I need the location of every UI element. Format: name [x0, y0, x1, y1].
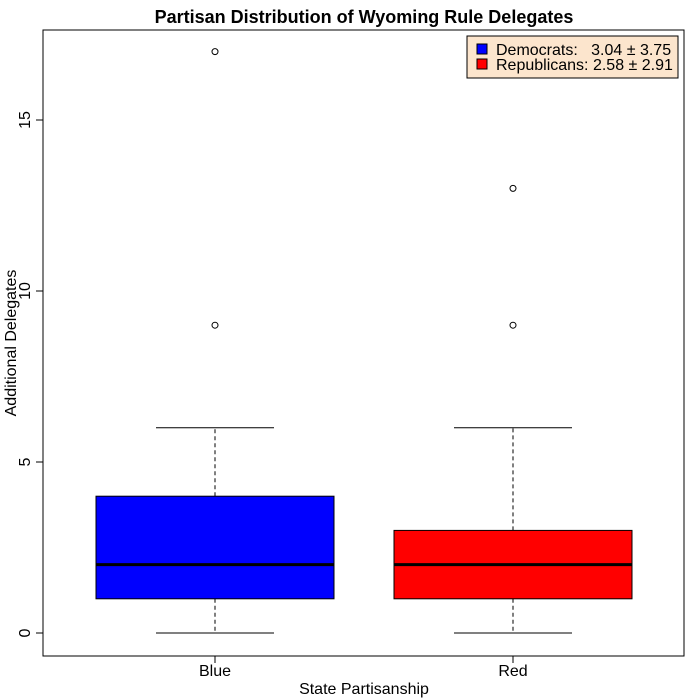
y-tick-label: 15 [17, 111, 34, 129]
chart-title: Partisan Distribution of Wyoming Rule De… [155, 7, 574, 27]
outlier-point [509, 184, 517, 192]
box-group-blue [95, 48, 335, 634]
x-tick-label: Blue [199, 663, 231, 680]
boxes-layer [95, 48, 633, 634]
outlier-point [211, 48, 219, 56]
x-tick-label: Red [498, 663, 527, 680]
y-tick-label: 0 [17, 628, 34, 637]
legend-swatch [476, 58, 488, 70]
legend-label: Democrats: 3.04 ± 3.75 [496, 42, 671, 59]
legend-label: Republicans: 2.58 ± 2.91 [496, 57, 673, 74]
y-axis-label: Additional Delegates [3, 270, 20, 417]
legend-box [466, 35, 679, 79]
y-axis: 0 5 10 15 [17, 111, 44, 637]
y-tick-label: 10 [17, 282, 34, 300]
x-axis: Blue Red [199, 655, 528, 680]
outlier-point [211, 321, 219, 329]
outlier-point [509, 321, 517, 329]
y-tick-label: 5 [17, 457, 34, 466]
box-body [95, 495, 335, 600]
legend-swatch [476, 43, 488, 55]
x-axis-label: State Partisanship [299, 681, 429, 698]
box-group-red [393, 184, 633, 634]
